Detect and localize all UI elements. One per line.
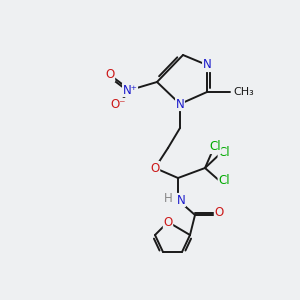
Text: N: N (176, 98, 184, 110)
Text: CH₃: CH₃ (233, 87, 254, 97)
Text: H: H (164, 191, 172, 205)
Text: Cl: Cl (209, 140, 221, 154)
Text: O: O (164, 215, 172, 229)
Text: O: O (214, 206, 224, 220)
Text: O: O (150, 161, 160, 175)
Text: N: N (202, 58, 211, 71)
Text: N: N (177, 194, 185, 206)
Text: Cl: Cl (218, 175, 230, 188)
Text: O: O (105, 68, 115, 82)
Text: N⁺: N⁺ (123, 83, 137, 97)
Text: O⁻: O⁻ (110, 98, 126, 112)
Text: Cl: Cl (218, 146, 230, 158)
